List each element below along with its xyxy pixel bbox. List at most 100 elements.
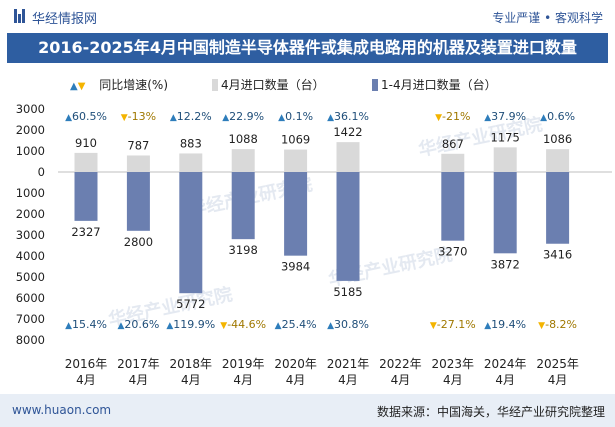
y-tick-label: 0 bbox=[38, 165, 45, 179]
growth-label: ▲22.9% bbox=[222, 110, 264, 123]
bar-ytd bbox=[126, 172, 150, 231]
growth-label: ▼-21% bbox=[435, 110, 470, 123]
x-tick-label: 4月 bbox=[391, 373, 411, 387]
bar-ytd bbox=[284, 172, 308, 256]
growth-label: ▲119.9% bbox=[166, 318, 215, 331]
x-tick-label: 2024年 bbox=[484, 357, 527, 371]
x-tick-label: 4月 bbox=[76, 373, 96, 387]
brand-name: 华经情报网 bbox=[32, 12, 98, 27]
growth-label: ▲30.8% bbox=[327, 318, 369, 331]
bar-ytd-label: 2327 bbox=[71, 225, 100, 239]
chart-title: 2016-2025年4月中国制造半导体器件或集成电路用的机器及装置进口数量 bbox=[7, 33, 608, 63]
x-tick-label: 2021年 bbox=[327, 357, 370, 371]
legend-april-swatch bbox=[212, 79, 218, 91]
legend-april-label: 4月进口数量（台） bbox=[221, 78, 325, 92]
tagline: 专业严谨 • 客观科学 bbox=[492, 11, 603, 25]
footer: www.huaon.com 数据来源：中国海关，华经产业研究院整理 bbox=[0, 394, 615, 427]
logo-icon bbox=[14, 9, 26, 23]
growth-label: ▲36.1% bbox=[327, 110, 369, 123]
x-tick-label: 4月 bbox=[548, 373, 568, 387]
growth-label: ▼-8.2% bbox=[538, 318, 577, 331]
legend-ytd-label: 1-4月进口数量（台） bbox=[381, 78, 497, 92]
y-tick-label: 5000 bbox=[16, 270, 45, 284]
x-tick-label: 2022年 bbox=[379, 357, 422, 371]
legend-april: 4月进口数量（台） bbox=[212, 76, 325, 93]
bar-april-label: 1175 bbox=[491, 130, 520, 144]
footer-url: www.huaon.com bbox=[12, 403, 112, 417]
bar-april-label: 910 bbox=[75, 136, 97, 150]
bar-april-label: 1069 bbox=[281, 133, 310, 147]
growth-label: ▲37.9% bbox=[484, 110, 526, 123]
bar-april-label: 867 bbox=[442, 137, 464, 151]
bar-april bbox=[74, 152, 98, 172]
bar-ytd-label: 3984 bbox=[281, 260, 310, 274]
growth-label: ▲20.6% bbox=[117, 318, 159, 331]
bar-april-label: 1088 bbox=[229, 132, 258, 146]
bar-april-label: 1086 bbox=[543, 132, 572, 146]
y-tick-label: 1000 bbox=[16, 144, 45, 158]
legend-ytd: 1-4月进口数量（台） bbox=[372, 76, 497, 93]
x-tick-label: 2018年 bbox=[170, 357, 213, 371]
bar-ytd bbox=[493, 172, 517, 254]
bar-april bbox=[493, 147, 517, 172]
y-tick-label: 3000 bbox=[16, 102, 45, 116]
bar-april-label: 883 bbox=[180, 136, 202, 150]
growth-label: ▲25.4% bbox=[275, 318, 317, 331]
top-bar: 华经情报网 专业严谨 • 客观科学 bbox=[0, 0, 615, 32]
bar-ytd bbox=[546, 172, 570, 244]
x-tick-label: 4月 bbox=[233, 373, 253, 387]
y-tick-label: 4000 bbox=[16, 249, 45, 263]
x-tick-label: 4月 bbox=[181, 373, 201, 387]
bar-april bbox=[441, 153, 465, 172]
growth-label: ▼-13% bbox=[121, 110, 156, 123]
x-tick-label: 4月 bbox=[338, 373, 358, 387]
y-tick-label: 6000 bbox=[16, 291, 45, 305]
bar-april bbox=[546, 149, 570, 172]
footer-source: 数据来源：中国海关，华经产业研究院整理 bbox=[376, 405, 605, 419]
growth-label: ▼-44.6% bbox=[220, 318, 266, 331]
bar-april bbox=[126, 155, 150, 172]
legend-growth-label: 同比增速(%) bbox=[99, 78, 169, 92]
legend: ▲▼ 同比增速(%) 4月进口数量（台） 1-4月进口数量（台） bbox=[0, 74, 615, 94]
bar-april-label: 787 bbox=[127, 138, 149, 152]
bar-ytd-label: 2800 bbox=[124, 235, 153, 249]
x-tick-label: 2019年 bbox=[222, 357, 265, 371]
x-tick-label: 4月 bbox=[129, 373, 149, 387]
bar-april bbox=[179, 153, 203, 172]
growth-label: ▲0.1% bbox=[278, 110, 313, 123]
growth-label: ▲19.4% bbox=[484, 318, 526, 331]
bar-ytd bbox=[179, 172, 203, 294]
x-tick-label: 4月 bbox=[286, 373, 306, 387]
bar-ytd-label: 3198 bbox=[229, 243, 258, 257]
growth-label: ▼-27.1% bbox=[430, 318, 476, 331]
x-tick-label: 2025年 bbox=[536, 357, 579, 371]
bar-ytd-label: 3270 bbox=[438, 245, 467, 259]
y-tick-label: 2000 bbox=[16, 207, 45, 221]
chart-plot: 华经产业研究院华经产业研究院华经产业研究院华经产业研究院 30002000100… bbox=[16, 102, 612, 387]
y-tick-label: 7000 bbox=[16, 312, 45, 326]
bar-ytd bbox=[441, 172, 465, 241]
legend-ytd-swatch bbox=[372, 79, 378, 91]
y-tick-label: 8000 bbox=[16, 333, 45, 347]
bar-april bbox=[336, 142, 360, 172]
growth-label: ▲60.5% bbox=[65, 110, 107, 123]
x-tick-label: 2016年 bbox=[65, 357, 108, 371]
x-tick-label: 2020年 bbox=[274, 357, 317, 371]
growth-label: ▲0.6% bbox=[540, 110, 575, 123]
bar-april-label: 1422 bbox=[333, 125, 362, 139]
x-tick-label: 2017年 bbox=[117, 357, 160, 371]
bar-ytd bbox=[231, 172, 255, 240]
legend-growth: ▲▼ 同比增速(%) bbox=[70, 76, 168, 93]
y-tick-label: 2000 bbox=[16, 123, 45, 137]
bar-ytd bbox=[74, 172, 98, 221]
x-tick-label: 4月 bbox=[495, 373, 515, 387]
x-tick-label: 2023年 bbox=[432, 357, 475, 371]
y-tick-label: 3000 bbox=[16, 228, 45, 242]
triangle-up-icon: ▲ bbox=[70, 81, 78, 92]
y-tick-label: 1000 bbox=[16, 186, 45, 200]
triangle-down-icon: ▼ bbox=[77, 81, 86, 92]
bar-april bbox=[284, 149, 308, 172]
bar-ytd-label: 5185 bbox=[333, 285, 362, 299]
bar-april bbox=[231, 149, 255, 172]
x-tick-label: 4月 bbox=[443, 373, 463, 387]
